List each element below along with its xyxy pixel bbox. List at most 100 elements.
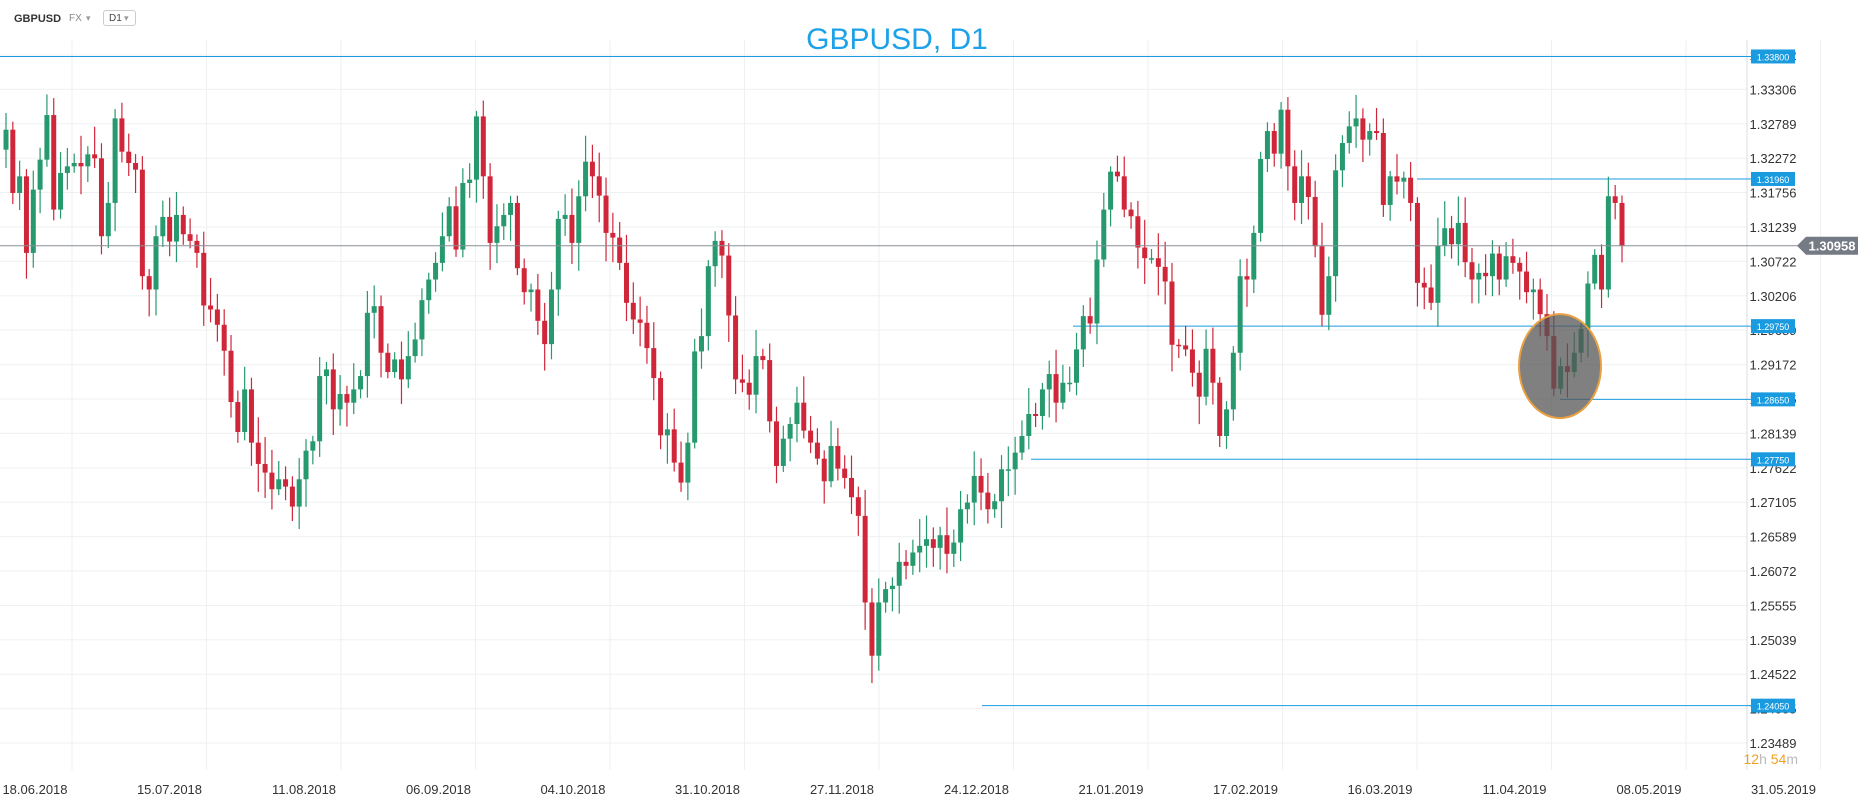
- horizontal-levels[interactable]: 1.33800 1.31960 1.29750 1.28650 1.27750 1.240…: [0, 49, 1795, 713]
- candle: [739, 354, 745, 393]
- candle: [521, 258, 527, 305]
- candle: [787, 417, 793, 462]
- candle: [808, 415, 814, 454]
- candle-body: [1319, 246, 1325, 315]
- candle: [85, 146, 91, 183]
- candle: [1428, 264, 1434, 311]
- candle-body: [1312, 196, 1318, 247]
- candle: [1319, 222, 1325, 327]
- candle: [746, 369, 752, 410]
- candle-body: [746, 382, 752, 395]
- candle: [344, 385, 350, 427]
- candle: [1244, 258, 1250, 307]
- y-tick-label: 1.28139: [1750, 426, 1797, 441]
- candle-body: [780, 438, 786, 466]
- y-tick-label: 1.30722: [1750, 254, 1797, 269]
- candle-body: [1169, 281, 1175, 345]
- candle-body: [208, 305, 214, 310]
- price-level[interactable]: 1.31960: [1417, 171, 1795, 186]
- candle: [1108, 166, 1114, 227]
- level-label-bg: [1751, 392, 1795, 407]
- candle: [985, 473, 991, 524]
- candle: [671, 408, 677, 472]
- candle-body: [1162, 266, 1168, 282]
- candle: [780, 425, 786, 472]
- candle: [971, 451, 977, 526]
- candle-body: [337, 394, 343, 410]
- x-tick-label: 27.11.2018: [810, 782, 874, 797]
- candle-body: [1510, 256, 1516, 263]
- candle-body: [214, 309, 220, 325]
- level-label: 1.33800: [1757, 52, 1790, 62]
- candle-body: [569, 214, 575, 243]
- candle-body: [201, 252, 207, 306]
- candle-body: [1155, 258, 1161, 267]
- chevron-down-icon[interactable]: ▾: [86, 13, 91, 23]
- candle: [1012, 436, 1018, 495]
- level-label: 1.29750: [1757, 322, 1790, 332]
- candle-body: [173, 214, 179, 242]
- candle: [1251, 225, 1257, 294]
- y-tick-label: 1.26589: [1750, 530, 1797, 545]
- x-tick-label: 31.05.2019: [1751, 782, 1816, 797]
- candle: [180, 206, 186, 245]
- candle-body: [248, 389, 254, 443]
- candle: [1292, 150, 1298, 221]
- candle-body: [862, 515, 868, 603]
- highlight-ellipse[interactable]: [1518, 313, 1602, 420]
- candle-body: [971, 475, 977, 503]
- instrument-type-label[interactable]: FX: [69, 13, 82, 24]
- price-level[interactable]: 1.24050: [982, 698, 1795, 713]
- candle-body: [719, 240, 725, 256]
- candle: [1449, 215, 1455, 259]
- level-label-bg: [1751, 698, 1795, 713]
- candle: [896, 542, 902, 614]
- symbol-label[interactable]: GBPUSD: [14, 13, 62, 25]
- candle-body: [773, 421, 779, 466]
- current-price-tag: [1797, 236, 1858, 255]
- price-level[interactable]: 1.28650: [1560, 392, 1795, 407]
- candle: [692, 338, 698, 449]
- candle: [1080, 305, 1086, 367]
- candle-body: [548, 289, 554, 345]
- candle: [1094, 240, 1100, 345]
- candle-body: [412, 339, 418, 357]
- candle: [1135, 200, 1141, 269]
- candle: [153, 225, 159, 316]
- price-level[interactable]: 1.29750: [1073, 319, 1795, 334]
- candle: [214, 293, 220, 342]
- price-level[interactable]: 1.33800: [0, 49, 1795, 64]
- candle-body: [828, 445, 834, 482]
- candle: [849, 455, 855, 515]
- price-level[interactable]: 1.27750: [1031, 452, 1795, 467]
- candle-body: [930, 539, 936, 548]
- candle: [10, 121, 16, 204]
- candle: [1367, 123, 1373, 156]
- candle: [446, 197, 452, 242]
- candle: [1435, 217, 1441, 327]
- candle-body: [323, 369, 329, 377]
- candle-body: [378, 306, 384, 353]
- x-tick-label: 11.04.2019: [1482, 782, 1546, 797]
- candle: [139, 156, 145, 290]
- candle: [337, 375, 343, 426]
- candle: [1176, 338, 1182, 358]
- candle: [37, 147, 43, 214]
- candle-body: [1087, 316, 1093, 324]
- level-label: 1.27750: [1757, 455, 1790, 465]
- candle-body: [555, 218, 561, 290]
- candle-body: [596, 176, 602, 196]
- candle: [773, 406, 779, 484]
- candle-body: [801, 402, 807, 431]
- chevron-down-icon: ▾: [124, 13, 129, 23]
- timeframe-select[interactable]: D1 ▾: [103, 10, 136, 26]
- candle-body: [98, 158, 104, 237]
- candle: [760, 348, 766, 370]
- candle: [1183, 325, 1189, 357]
- candle-body: [1469, 262, 1475, 280]
- candle: [412, 322, 418, 363]
- candle: [855, 486, 861, 536]
- candle: [733, 296, 739, 394]
- candle-body: [1114, 171, 1120, 177]
